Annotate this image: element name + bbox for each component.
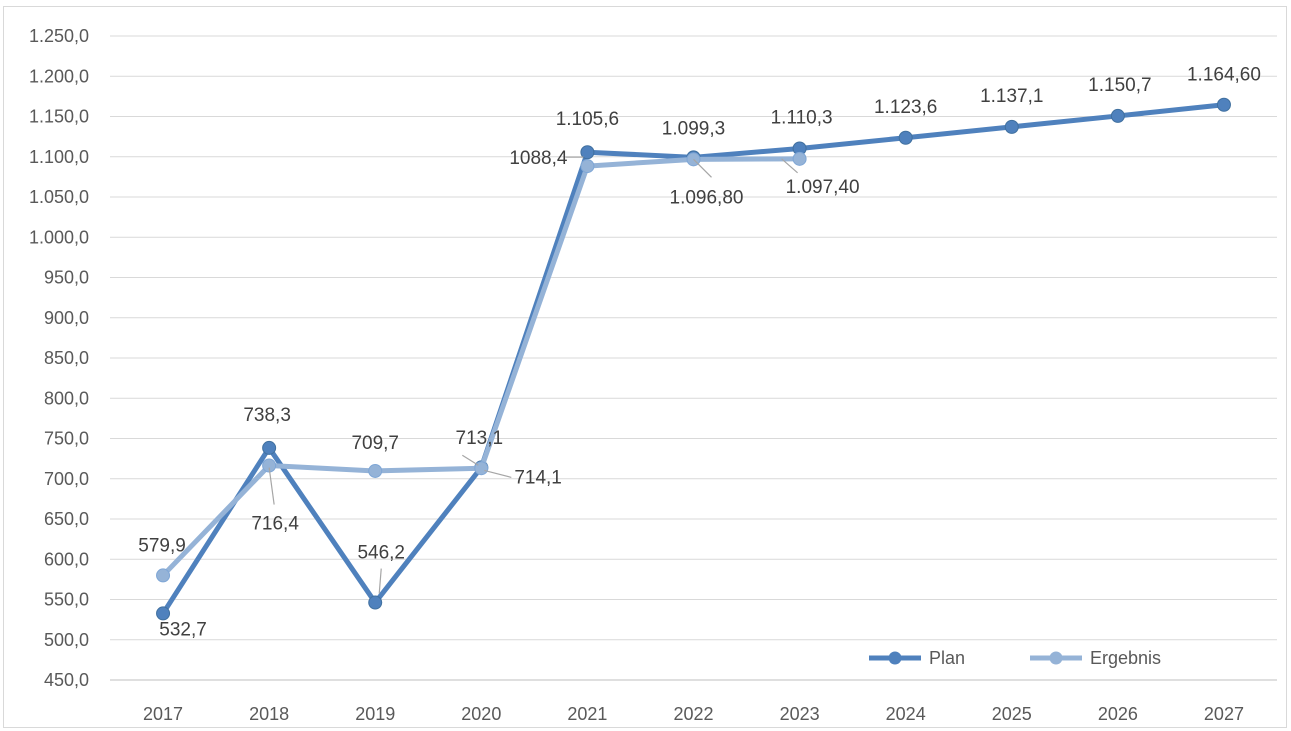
data-label: 714,1: [514, 467, 562, 488]
data-label: 546,2: [357, 543, 405, 564]
x-tick-label: 2019: [355, 704, 395, 724]
data-point: [1216, 97, 1231, 112]
y-tick-label: 1.150,0: [29, 107, 89, 127]
x-tick-label: 2020: [461, 704, 501, 724]
data-label: 716,4: [251, 514, 299, 535]
data-label: 1.097,40: [786, 177, 860, 198]
leader-line: [462, 454, 479, 466]
y-tick-label: 1.250,0: [29, 26, 89, 46]
y-tick-label: 450,0: [44, 670, 89, 690]
x-tick-label: 2021: [567, 704, 607, 724]
y-tick-label: 650,0: [44, 509, 89, 529]
y-tick-label: 750,0: [44, 429, 89, 449]
data-label: 1.105,6: [556, 109, 619, 130]
chart-frame: [3, 6, 1287, 728]
data-label: 1.164,60: [1187, 65, 1261, 86]
x-axis-ticks: 2017 2018 2019 2020 2021 2022 2023 2024 2025 2026…: [143, 704, 1244, 724]
x-tick-label: 2027: [1204, 704, 1244, 724]
x-tick-label: 2026: [1098, 704, 1138, 724]
legend-label: Ergebnis: [1090, 648, 1161, 668]
y-tick-label: 950,0: [44, 268, 89, 288]
y-tick-label: 700,0: [44, 469, 89, 489]
data-label: 579,9: [138, 535, 186, 556]
data-point: [580, 145, 595, 160]
data-label: 1.137,1: [980, 86, 1043, 107]
y-tick-label: 800,0: [44, 388, 89, 408]
x-tick-label: 2018: [249, 704, 289, 724]
y-tick-label: 500,0: [44, 630, 89, 650]
data-point: [1004, 119, 1019, 134]
data-point: [368, 595, 383, 610]
data-label: 1.096,80: [670, 187, 744, 208]
series-lines: [156, 97, 1231, 621]
data-label: 1.110,3: [771, 107, 833, 128]
gridlines: [110, 35, 1277, 681]
legend: Plan Ergebnis: [869, 648, 1161, 668]
data-point: [898, 130, 913, 145]
data-label: 709,7: [351, 433, 399, 454]
data-point: [580, 159, 595, 174]
leader-line: [378, 568, 382, 594]
leader-line: [484, 469, 512, 478]
y-tick-label: 900,0: [44, 308, 89, 328]
x-tick-label: 2025: [992, 704, 1032, 724]
y-tick-label: 600,0: [44, 549, 89, 569]
data-point: [262, 458, 277, 473]
y-tick-label: 1.050,0: [29, 187, 89, 207]
y-tick-label: 850,0: [44, 348, 89, 368]
y-tick-label: 1.200,0: [29, 66, 89, 86]
data-label: 1.150,7: [1088, 75, 1151, 96]
series-line-plan: [160, 102, 1227, 616]
leader-line: [693, 158, 712, 178]
leader-line: [268, 467, 275, 505]
y-tick-label: 550,0: [44, 590, 89, 610]
y-tick-label: 1.100,0: [29, 147, 89, 167]
data-label: 713,1: [456, 428, 504, 449]
x-tick-label: 2023: [780, 704, 820, 724]
data-label: 1.099,3: [662, 118, 725, 139]
data-label: 738,3: [243, 405, 291, 426]
legend-label: Plan: [929, 648, 965, 668]
y-axis-ticks: 450,0 500,0 550,0 600,0 650,0 700,0 750,0 800,0…: [29, 26, 89, 690]
data-label: 1088,4: [509, 148, 568, 169]
data-label: 1.123,6: [874, 97, 937, 118]
data-point: [156, 606, 171, 621]
x-tick-label: 2017: [143, 704, 183, 724]
legend-swatch-marker: [888, 651, 902, 665]
data-labels: 532,7 738,3 546,2 714,1 1.105,6 1.099,3 1.110,…: [138, 65, 1261, 641]
label-leader-lines: [268, 156, 798, 594]
leader-line: [781, 158, 798, 174]
data-point: [262, 440, 277, 455]
data-point: [1110, 108, 1125, 123]
x-tick-label: 2024: [886, 704, 926, 724]
data-label: 532,7: [159, 619, 207, 640]
x-tick-label: 2022: [673, 704, 713, 724]
data-point: [368, 463, 383, 478]
data-point: [792, 151, 807, 166]
data-point: [156, 568, 171, 583]
legend-swatch-marker: [1049, 651, 1063, 665]
y-tick-label: 1.000,0: [29, 227, 89, 247]
